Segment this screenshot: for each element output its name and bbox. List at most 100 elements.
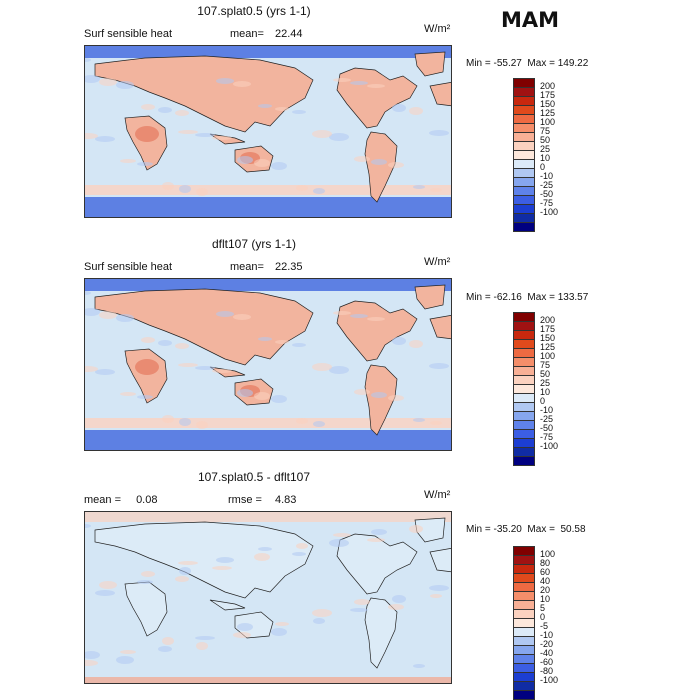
field-patch bbox=[350, 81, 368, 85]
field-patch bbox=[233, 81, 251, 87]
field-patch bbox=[313, 421, 325, 427]
field-patch bbox=[195, 636, 215, 640]
panel-3-rmse-value: 4.83 bbox=[275, 494, 297, 506]
field-patch bbox=[409, 340, 423, 348]
land-mass bbox=[414, 284, 446, 310]
colorbar-label: -40 bbox=[540, 648, 554, 658]
colorbar-label: -80 bbox=[540, 666, 554, 676]
colorbar-label: -100 bbox=[540, 675, 559, 685]
southern-warm-band bbox=[85, 185, 451, 195]
field-patch bbox=[196, 642, 208, 650]
field-patch bbox=[429, 363, 449, 369]
field-patch bbox=[158, 646, 172, 652]
land-mass bbox=[429, 314, 451, 340]
arctic-band bbox=[85, 46, 451, 58]
field-patch bbox=[179, 418, 191, 426]
field-patch bbox=[178, 363, 198, 367]
panel-2-map-graphic bbox=[85, 279, 451, 450]
field-patch bbox=[354, 156, 370, 162]
field-patch bbox=[258, 337, 272, 341]
field-patch bbox=[430, 188, 442, 192]
field-patch bbox=[392, 337, 406, 345]
panel-1-map-graphic bbox=[85, 46, 451, 217]
panel-3-title: 107.splat0.5 - dflt107 bbox=[197, 470, 311, 484]
colorbar-label: -75 bbox=[540, 432, 554, 442]
field-patch bbox=[216, 557, 234, 563]
colorbar-label: 20 bbox=[540, 585, 551, 595]
land-mass bbox=[429, 547, 451, 573]
field-patch bbox=[237, 389, 253, 397]
colorbar-label: 0 bbox=[540, 162, 546, 172]
field-patch bbox=[137, 580, 153, 584]
antarctic-band bbox=[85, 430, 451, 450]
field-patch bbox=[116, 314, 134, 322]
panel-3-rmse-label: rmse = 4.83 bbox=[228, 494, 296, 506]
northern-diff-band bbox=[85, 512, 451, 522]
field-patch bbox=[179, 567, 191, 575]
field-patch bbox=[296, 543, 308, 549]
field-patch bbox=[116, 81, 134, 89]
field-patch bbox=[292, 343, 306, 347]
panel-1-mean-value: 22.44 bbox=[275, 28, 303, 40]
panel-2-mean-label: mean= 22.35 bbox=[230, 261, 303, 273]
field-patch bbox=[350, 314, 368, 318]
field-patch bbox=[85, 651, 100, 659]
panel-1-variable-label: Surf sensible heat bbox=[84, 28, 173, 40]
colorbar-label: 175 bbox=[540, 324, 556, 334]
field-patch bbox=[333, 533, 351, 537]
colorbar-label: 0 bbox=[540, 396, 546, 406]
field-patch bbox=[116, 656, 134, 664]
field-patch bbox=[367, 317, 385, 321]
colorbar-label: -25 bbox=[540, 414, 554, 424]
field-patch bbox=[179, 185, 191, 193]
field-patch bbox=[196, 421, 208, 429]
field-patch bbox=[271, 628, 287, 636]
colorbar-label: -75 bbox=[540, 198, 554, 208]
field-patch bbox=[141, 337, 155, 343]
field-patch bbox=[99, 78, 117, 86]
colorbar-label: 40 bbox=[540, 576, 551, 586]
field-patch bbox=[254, 392, 270, 400]
field-patch bbox=[178, 561, 198, 565]
field-patch bbox=[216, 78, 234, 84]
field-patch bbox=[392, 595, 406, 603]
colorbar-label: -25 bbox=[540, 180, 554, 190]
colorbar-label: 100 bbox=[540, 549, 556, 559]
field-patch bbox=[212, 369, 232, 373]
field-patch bbox=[141, 571, 155, 577]
colorbar-swatch bbox=[513, 456, 535, 466]
field-patch bbox=[175, 343, 189, 349]
sahara-hot-spot bbox=[135, 126, 159, 142]
colorbar-label: -100 bbox=[540, 441, 559, 451]
colorbar-label: -10 bbox=[540, 171, 554, 181]
panel-2-mean-caption: mean= bbox=[230, 261, 264, 273]
field-patch bbox=[158, 107, 172, 113]
field-patch bbox=[371, 159, 387, 165]
field-patch bbox=[85, 291, 91, 295]
colorbar-label: 100 bbox=[540, 351, 556, 361]
panel-1-minmax: Min = -55.27 Max = 149.22 bbox=[466, 58, 589, 69]
field-patch bbox=[409, 525, 423, 533]
colorbar-label: 50 bbox=[540, 369, 551, 379]
southern-diff-band bbox=[85, 677, 451, 683]
panel-3-units: W/m² bbox=[424, 489, 451, 501]
colorbar-label: 10 bbox=[540, 153, 551, 163]
colorbar-label: 50 bbox=[540, 135, 551, 145]
field-patch bbox=[212, 566, 232, 570]
field-patch bbox=[354, 599, 370, 605]
field-patch bbox=[95, 369, 115, 375]
field-patch bbox=[120, 650, 136, 654]
panel-3-map-graphic bbox=[85, 512, 451, 683]
field-patch bbox=[388, 395, 404, 401]
panel-3-map bbox=[84, 511, 452, 684]
field-patch bbox=[296, 418, 308, 424]
field-patch bbox=[85, 58, 91, 62]
field-patch bbox=[196, 188, 208, 196]
land-mass bbox=[414, 51, 446, 77]
colorbar-label: 100 bbox=[540, 117, 556, 127]
field-patch bbox=[85, 660, 98, 666]
land-mass bbox=[364, 364, 398, 436]
colorbar-label: 25 bbox=[540, 144, 551, 154]
field-patch bbox=[137, 162, 153, 166]
field-patch bbox=[333, 311, 351, 315]
